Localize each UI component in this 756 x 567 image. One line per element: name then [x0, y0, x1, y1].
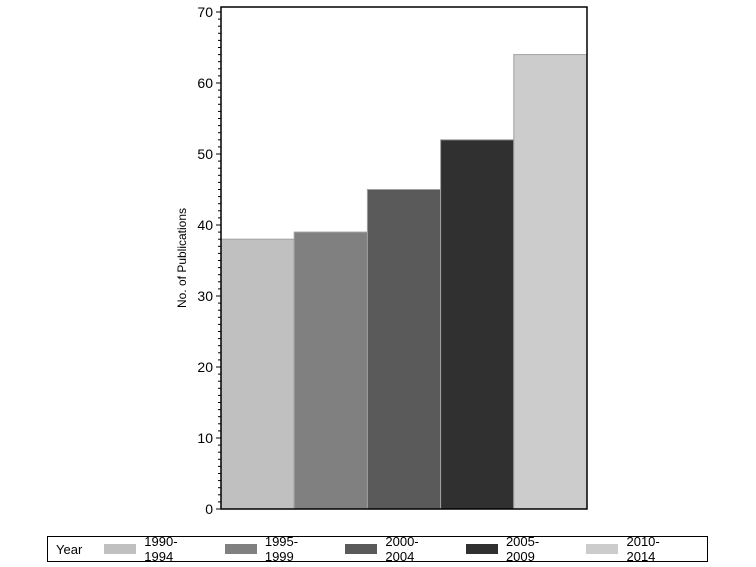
y-tick-label: 20 — [197, 359, 213, 375]
bar-2000-2004 — [366, 189, 442, 510]
legend-swatch — [465, 544, 498, 554]
legend-item: 2010-2014 — [586, 534, 685, 564]
y-tick-label: 70 — [197, 4, 213, 20]
legend-swatch — [586, 544, 619, 554]
y-tick-label: 10 — [197, 430, 213, 446]
legend-title: Year — [56, 541, 83, 557]
legend: Year 1990-1994 1995-1999 2000-2004 2005-200… — [47, 534, 708, 564]
bar-2005-2009 — [440, 139, 515, 510]
y-tick-label: 60 — [197, 75, 213, 91]
bar-2010-2014 — [513, 54, 588, 510]
legend-label: 2000-2004 — [385, 534, 419, 564]
legend-item: 2000-2004 — [345, 534, 444, 564]
legend-label: 1990-1994 — [144, 534, 178, 564]
bar-1995-1999 — [293, 231, 368, 510]
legend-item: 1990-1994 — [104, 534, 203, 564]
y-axis-label: No. of Publications — [175, 208, 189, 308]
legend-swatch — [345, 544, 378, 554]
legend-swatch — [224, 544, 257, 554]
legend-label: 2010-2014 — [626, 534, 660, 564]
legend-item: 2005-2009 — [465, 534, 565, 564]
legend-label: 2005-2009 — [505, 534, 540, 564]
plot-frame — [220, 6, 588, 510]
legend-swatch — [104, 544, 137, 554]
y-tick-label: 40 — [197, 217, 213, 233]
y-tick-label: 50 — [197, 146, 213, 162]
y-tick-label: 30 — [197, 288, 213, 304]
legend-label: 1995-1999 — [264, 534, 299, 564]
bar-1990-1994 — [220, 238, 295, 510]
legend-item: 1995-1999 — [224, 534, 324, 564]
y-tick-label: 0 — [205, 501, 213, 517]
